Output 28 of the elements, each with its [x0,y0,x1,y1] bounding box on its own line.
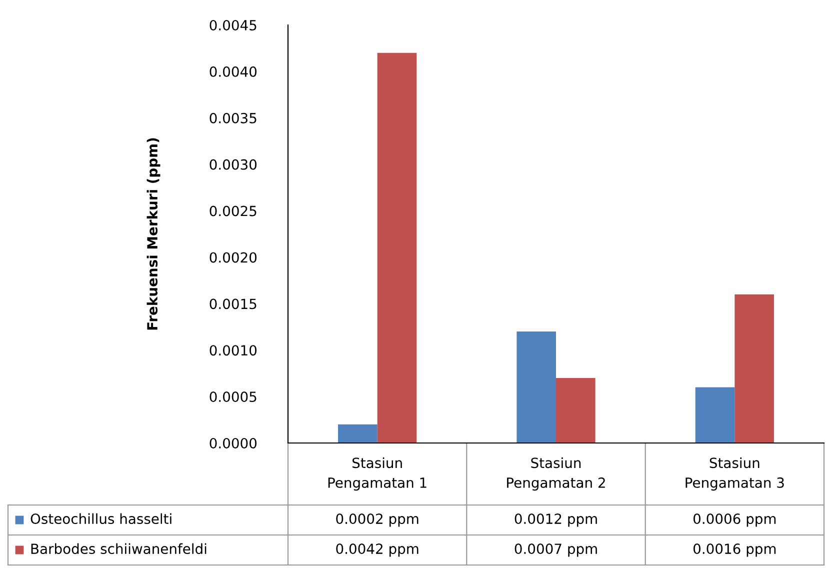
y-tick-label: 0.0010 [210,345,257,356]
y-tick-label: 0.0030 [210,159,257,170]
bar [734,294,774,443]
data-label: 0.0002 ppm [336,514,418,527]
bar [516,332,556,443]
y-tick-label: 0.0035 [210,112,256,124]
bar [377,52,417,443]
data-label: 0.0012 ppm [514,514,597,527]
data-label: 0.0016 ppm [693,544,776,557]
y-tick-label: 0.0000 [210,438,257,448]
bar [338,424,378,443]
data-label: 0.0042 ppm [336,544,418,557]
data-label: 0.0006 ppm [693,514,776,527]
legend-label: Barbodes schiiwanenfeldi [31,543,206,554]
bar [556,378,596,443]
data-label: 0.0007 ppm [514,544,597,557]
y-tick-label: 0.0045 [210,20,256,30]
legend-label: Osteochillus hasselti [30,513,172,524]
y-tick-label: 0.0025 [210,206,256,216]
x-tick-label: Stasiun Pengamatan 3 [686,457,784,491]
y-tick-label: 0.0020 [210,252,257,263]
y-tick-label: 0.0040 [210,66,257,77]
x-tick-label: Stasiun Pengamatan 2 [507,457,605,491]
y-tick-label: 0.0005 [210,392,256,402]
y-axis-title: Frekuensi Merkuri (ppm) [146,138,160,330]
bar [695,387,735,443]
y-tick-label: 0.0015 [210,298,256,310]
x-tick-label: Stasiun Pengamatan 1 [328,457,426,491]
